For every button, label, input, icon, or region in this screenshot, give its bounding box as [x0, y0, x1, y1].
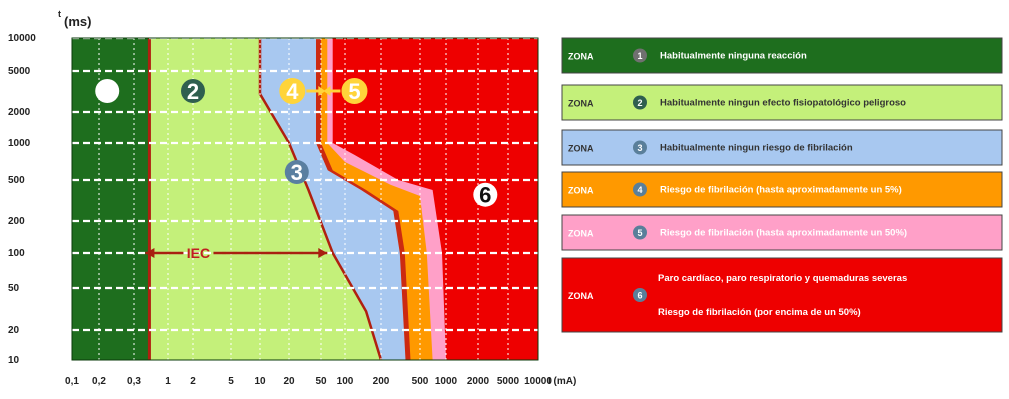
iec-label: IEC [187, 245, 210, 261]
x-axis-label: I (mA) [548, 376, 576, 387]
zone-1-label: 1 [101, 79, 113, 104]
y-tick-label: 100 [8, 248, 25, 259]
legend-zona-text: ZONA [568, 99, 594, 109]
y-tick-label: 10 [8, 355, 20, 366]
legend-zona-text: ZONA [568, 144, 594, 154]
zone-2-label: 2 [187, 79, 199, 104]
legend-row-6: ZONA 6 Paro cardíaco, paro respiratorio y … [561, 257, 1003, 333]
zone-4-label: 4 [286, 79, 299, 104]
zone-2-marker: 2 [181, 78, 205, 104]
legend-zona-text: ZONA [568, 186, 594, 196]
legend-badge-num: 2 [637, 98, 642, 108]
legend-badge-num: 1 [637, 51, 642, 61]
x-tick-label: 2 [190, 376, 196, 387]
legend-badge [633, 48, 647, 63]
y-tick-label: 2000 [8, 107, 31, 118]
x-tick-label: 0,1 [65, 376, 79, 387]
x-tick-label: 200 [373, 376, 390, 387]
legend-badge-num: 4 [637, 185, 642, 195]
y-tick-label: 1000 [8, 138, 31, 149]
y-axis-label-t: t [58, 9, 61, 19]
legend-badge [633, 140, 647, 155]
zone-6-label: 6 [479, 183, 491, 208]
x-tick-label: 100 [337, 376, 354, 387]
x-tick-label: 1000 [435, 376, 458, 387]
legend-badge [633, 225, 647, 240]
x-tick-label: 5000 [497, 376, 520, 387]
legend-text: Riesgo de fibrilación (hasta aproximadam… [660, 228, 907, 239]
legend-text: Riesgo de fibrilación (hasta aproximadam… [660, 185, 902, 196]
legend-badge-num: 5 [637, 228, 642, 238]
legend-row-2: ZONA 2 Habitualmente ningun efecto fisiopa… [561, 84, 1003, 121]
iec-arrowhead-right [318, 248, 328, 258]
y-tick-label: 200 [8, 216, 25, 227]
plot-area [72, 38, 538, 361]
y-tick-label: 20 [8, 325, 20, 336]
legend-row-5: ZONA 5 Riesgo de fibrilación (hasta aproxi… [561, 214, 1003, 251]
x-tick-label: 0,3 [127, 376, 141, 387]
axis-ticks: 10 20 50 100 200 500 1000 2000 5000 10000 0,1 0,2 0,… [8, 9, 576, 387]
y-tick-label: 5000 [8, 66, 31, 77]
legend-badge [633, 182, 647, 197]
x-tick-label: 500 [412, 376, 429, 387]
legend-zona-text: ZONA [568, 229, 594, 239]
x-tick-label: 50 [315, 376, 327, 387]
iec-arrowhead-left [145, 248, 155, 258]
y-tick-label: 500 [8, 175, 25, 186]
plot-border [71, 37, 539, 361]
zone-5-marker: 5 [341, 77, 368, 104]
legend-badge-num: 3 [637, 143, 642, 153]
legend-badge-num: 6 [637, 291, 642, 301]
x-tick-label: 20 [283, 376, 295, 387]
zone-4-marker: 4 [279, 77, 306, 104]
legend-text: Paro cardíaco, paro respiratorio y quema… [658, 273, 907, 284]
x-tick-label: 0,2 [92, 376, 106, 387]
zone-3-label: 3 [291, 160, 303, 185]
y-tick-label: 10000 [8, 33, 36, 44]
x-tick-label: 10 [254, 376, 266, 387]
zone-labels: IEC 1 2 3 4 5 6 [95, 77, 498, 261]
legend-zona-text: ZONA [568, 291, 594, 301]
zone-3-marker: 3 [284, 160, 309, 185]
zone-4-pointer-head [318, 85, 326, 96]
zone-5-label: 5 [348, 79, 360, 104]
x-tick-label: 5 [228, 376, 234, 387]
legend-zona-text: ZONA [568, 52, 594, 62]
x-tick-label: 2000 [467, 376, 490, 387]
zone-5-pointer-head [323, 85, 331, 96]
legend-badge [633, 288, 647, 302]
grid [71, 36, 539, 361]
x-tick-label: 10000 [524, 376, 552, 387]
legend: ZONA 1 Habitualmente ninguna reacción ZONA 2… [561, 37, 1003, 333]
zone-6-marker: 6 [473, 182, 498, 208]
zone-1-marker: 1 [95, 78, 120, 104]
y-axis-label-unit: (ms) [64, 14, 91, 29]
legend-text: Habitualmente ningun riesgo de fibrilaci… [660, 143, 853, 154]
legend-badge [633, 95, 647, 110]
legend-row-1: ZONA 1 Habitualmente ninguna reacción [561, 37, 1003, 74]
legend-row-4: ZONA 4 Riesgo de fibrilación (hasta aproxi… [561, 171, 1003, 208]
legend-row-3: ZONA 3 Habitualmente ningun riesgo de fibr… [561, 129, 1003, 166]
legend-text: Habitualmente ninguna reacción [660, 51, 807, 62]
legend-text-2: Riesgo de fibrilación (por encima de un … [658, 307, 861, 318]
legend-text: Habitualmente ningun efecto fisiopatológ… [660, 98, 906, 109]
y-tick-label: 50 [8, 283, 20, 294]
x-tick-label: 1 [165, 376, 171, 387]
